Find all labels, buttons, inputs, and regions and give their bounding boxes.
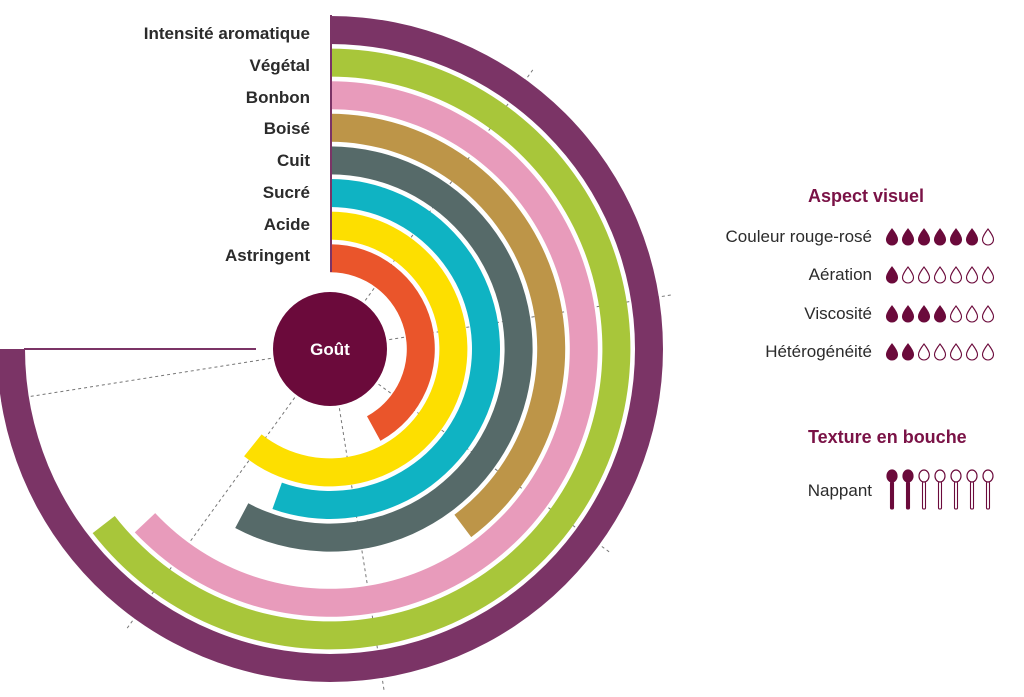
drop-icon bbox=[933, 228, 947, 246]
mouth-texture-title: Texture en bouche bbox=[808, 427, 967, 447]
drop-icon bbox=[901, 266, 915, 284]
spoon-icon bbox=[885, 469, 899, 511]
legend-label-sucre: Sucré bbox=[262, 183, 310, 202]
drop-icon bbox=[981, 305, 995, 323]
radial-bar-3 bbox=[134, 81, 598, 617]
drop-icon bbox=[901, 343, 915, 361]
drop-icon bbox=[917, 228, 931, 246]
drop-icon bbox=[933, 343, 947, 361]
drop-rating-aeration bbox=[885, 264, 995, 286]
radial-bar-5 bbox=[235, 146, 533, 552]
drop-icon bbox=[885, 343, 899, 361]
rating-label-viscosite: Viscosité bbox=[804, 304, 872, 323]
drop-icon bbox=[901, 305, 915, 323]
drop-icon bbox=[933, 305, 947, 323]
drop-icon bbox=[885, 305, 899, 323]
drop-icon bbox=[949, 266, 963, 284]
spoon-icon bbox=[933, 469, 947, 511]
spoon-rating-nappant bbox=[885, 469, 995, 511]
rating-label-nappant: Nappant bbox=[807, 481, 872, 500]
drop-icon bbox=[949, 305, 963, 323]
drop-icon bbox=[933, 266, 947, 284]
radial-bars bbox=[0, 16, 663, 682]
drop-icon bbox=[901, 228, 915, 246]
radial-bar-8 bbox=[330, 244, 435, 441]
rating-label-couleur: Couleur rouge-rosé bbox=[725, 227, 872, 246]
drop-icon bbox=[949, 343, 963, 361]
legend-label-cuit: Cuit bbox=[276, 151, 310, 170]
legend-label-astringent: Astringent bbox=[225, 246, 310, 265]
drop-icon bbox=[965, 305, 979, 323]
drop-icon bbox=[981, 266, 995, 284]
rating-label-aeration: Aération bbox=[808, 265, 872, 284]
drop-icon bbox=[885, 228, 899, 246]
radial-bar-4 bbox=[330, 113, 566, 538]
dashed-guide-line-6 bbox=[0, 357, 271, 402]
drop-rating-viscosite bbox=[885, 303, 995, 325]
legend-label-vegetal: Végétal bbox=[249, 56, 310, 75]
legend-label-boise: Boisé bbox=[263, 119, 310, 138]
drop-rating-couleur bbox=[885, 226, 995, 248]
drop-icon bbox=[917, 266, 931, 284]
drop-icon bbox=[917, 343, 931, 361]
spoon-icon bbox=[965, 469, 979, 511]
drop-icon bbox=[917, 305, 931, 323]
spoon-icon bbox=[917, 469, 931, 511]
drop-icon bbox=[981, 228, 995, 246]
spoon-icon bbox=[949, 469, 963, 511]
center-circle bbox=[273, 292, 387, 406]
spoon-icon bbox=[901, 469, 915, 511]
drop-icon bbox=[949, 228, 963, 246]
legend-label-bonbon: Bonbon bbox=[245, 88, 310, 107]
drop-icon bbox=[965, 228, 979, 246]
center-label: Goût bbox=[310, 340, 350, 359]
drop-icon bbox=[981, 343, 995, 361]
drop-icon bbox=[965, 266, 979, 284]
radial-bar-7 bbox=[244, 211, 468, 487]
drop-icon bbox=[885, 266, 899, 284]
drop-rating-heterogeneite bbox=[885, 341, 995, 363]
legend-label-intensite: Intensité aromatique bbox=[143, 24, 310, 43]
legend-label-acide: Acide bbox=[263, 215, 310, 234]
spoon-icon bbox=[981, 469, 995, 511]
drop-icon bbox=[965, 343, 979, 361]
rating-label-heterogeneite: Hétérogénéité bbox=[765, 342, 872, 361]
visual-aspect-title: Aspect visuel bbox=[808, 186, 925, 206]
